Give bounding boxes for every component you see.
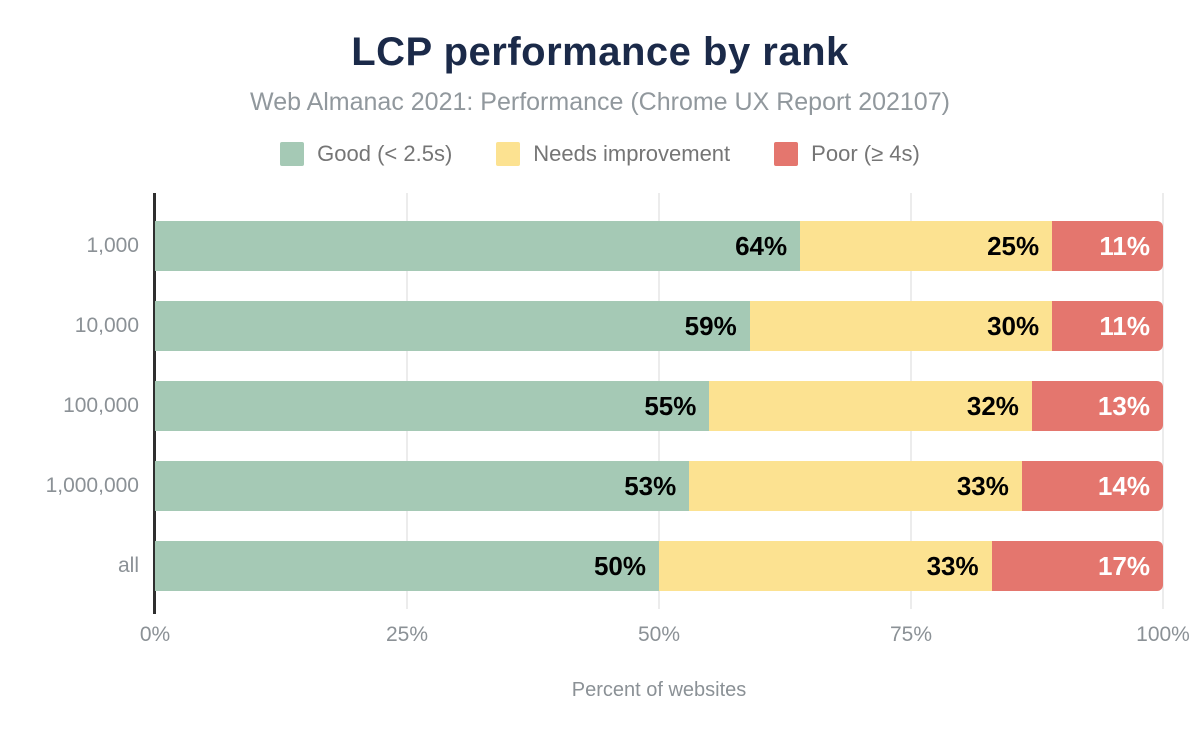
bar-segment-good[interactable]: 59% — [155, 301, 750, 351]
bar-segment-good[interactable]: 64% — [155, 221, 801, 271]
x-tick-label: 25% — [385, 623, 429, 646]
bar-segment-poor[interactable]: 14% — [1021, 461, 1163, 511]
bar-value-label: 30% — [987, 310, 1040, 341]
legend-item-good[interactable]: Good (< 2.5s) — [280, 141, 452, 167]
legend-swatch-good — [280, 142, 305, 166]
y-axis-label: 1,000 — [86, 234, 139, 257]
bar-value-label: 50% — [593, 550, 646, 581]
bar-value-label: 33% — [956, 470, 1009, 501]
y-axis-label: all — [117, 554, 139, 577]
chart-subtitle: Web Almanac 2021: Performance (Chrome UX… — [250, 88, 950, 116]
y-axis-line — [153, 193, 156, 614]
legend-swatch-poor — [774, 142, 799, 166]
bar-row: 53% 33% 14% — [155, 461, 1163, 511]
bar-segment-good[interactable]: 55% — [155, 381, 710, 431]
bar-value-label: 55% — [644, 390, 697, 421]
x-tick-label: 0% — [139, 623, 171, 646]
legend-label-needs-improvement: Needs improvement — [533, 141, 731, 166]
bar-value-label: 53% — [624, 470, 677, 501]
legend: Good (< 2.5s) Needs improvement Poor (≥ … — [0, 141, 1200, 167]
bar-row: 64% 25% 11% — [155, 221, 1163, 271]
x-tick-label: 100% — [1136, 623, 1190, 646]
bar-segment-needs-improvement[interactable]: 33% — [659, 541, 992, 591]
bar-segment-needs-improvement[interactable]: 25% — [800, 221, 1053, 271]
legend-item-poor[interactable]: Poor (≥ 4s) — [774, 141, 920, 167]
bar-segment-poor[interactable]: 11% — [1052, 301, 1163, 351]
legend-swatch-needs-improvement — [496, 142, 521, 166]
y-axis-label: 10,000 — [74, 314, 139, 337]
bar-segment-poor[interactable]: 17% — [991, 541, 1163, 591]
bar-value-label: 32% — [966, 390, 1019, 421]
bar-value-label: 13% — [1097, 390, 1150, 421]
bar-segment-needs-improvement[interactable]: 30% — [749, 301, 1053, 351]
chart-title: LCP performance by rank — [351, 30, 849, 74]
bar-segment-good[interactable]: 50% — [155, 541, 659, 591]
bar-row: 59% 30% 11% — [155, 301, 1163, 351]
x-axis-title: Percent of websites — [571, 679, 747, 701]
bar-segment-needs-improvement[interactable]: 32% — [709, 381, 1032, 431]
bar-value-label: 17% — [1097, 550, 1150, 581]
bar-value-label: 25% — [987, 230, 1040, 261]
plot-area: Percent of websites 1,000 64% 25% 11% 10,000… — [46, 193, 1190, 701]
bar-value-label: 33% — [926, 550, 979, 581]
y-axis-label: 100,000 — [63, 394, 139, 417]
bar-row: 50% 33% 17% — [155, 541, 1163, 591]
bar-value-label: 11% — [1099, 230, 1150, 261]
legend-label-poor: Poor (≥ 4s) — [811, 141, 920, 166]
bar-segment-poor[interactable]: 11% — [1052, 221, 1163, 271]
bar-value-label: 11% — [1099, 310, 1150, 341]
bar-segment-good[interactable]: 53% — [155, 461, 690, 511]
bar-segment-needs-improvement[interactable]: 33% — [689, 461, 1022, 511]
x-tick-label: 75% — [889, 623, 933, 646]
legend-item-needs-improvement[interactable]: Needs improvement — [496, 141, 730, 167]
legend-label-good: Good (< 2.5s) — [317, 141, 453, 166]
gridline — [1162, 193, 1164, 609]
bar-value-label: 59% — [684, 310, 737, 341]
bar-row: 55% 32% 13% — [155, 381, 1163, 431]
bar-segment-poor[interactable]: 13% — [1031, 381, 1163, 431]
y-axis-label: 1,000,000 — [45, 474, 139, 497]
bar-value-label: 64% — [735, 230, 788, 261]
x-tick-label: 50% — [637, 623, 681, 646]
bar-value-label: 14% — [1097, 470, 1150, 501]
